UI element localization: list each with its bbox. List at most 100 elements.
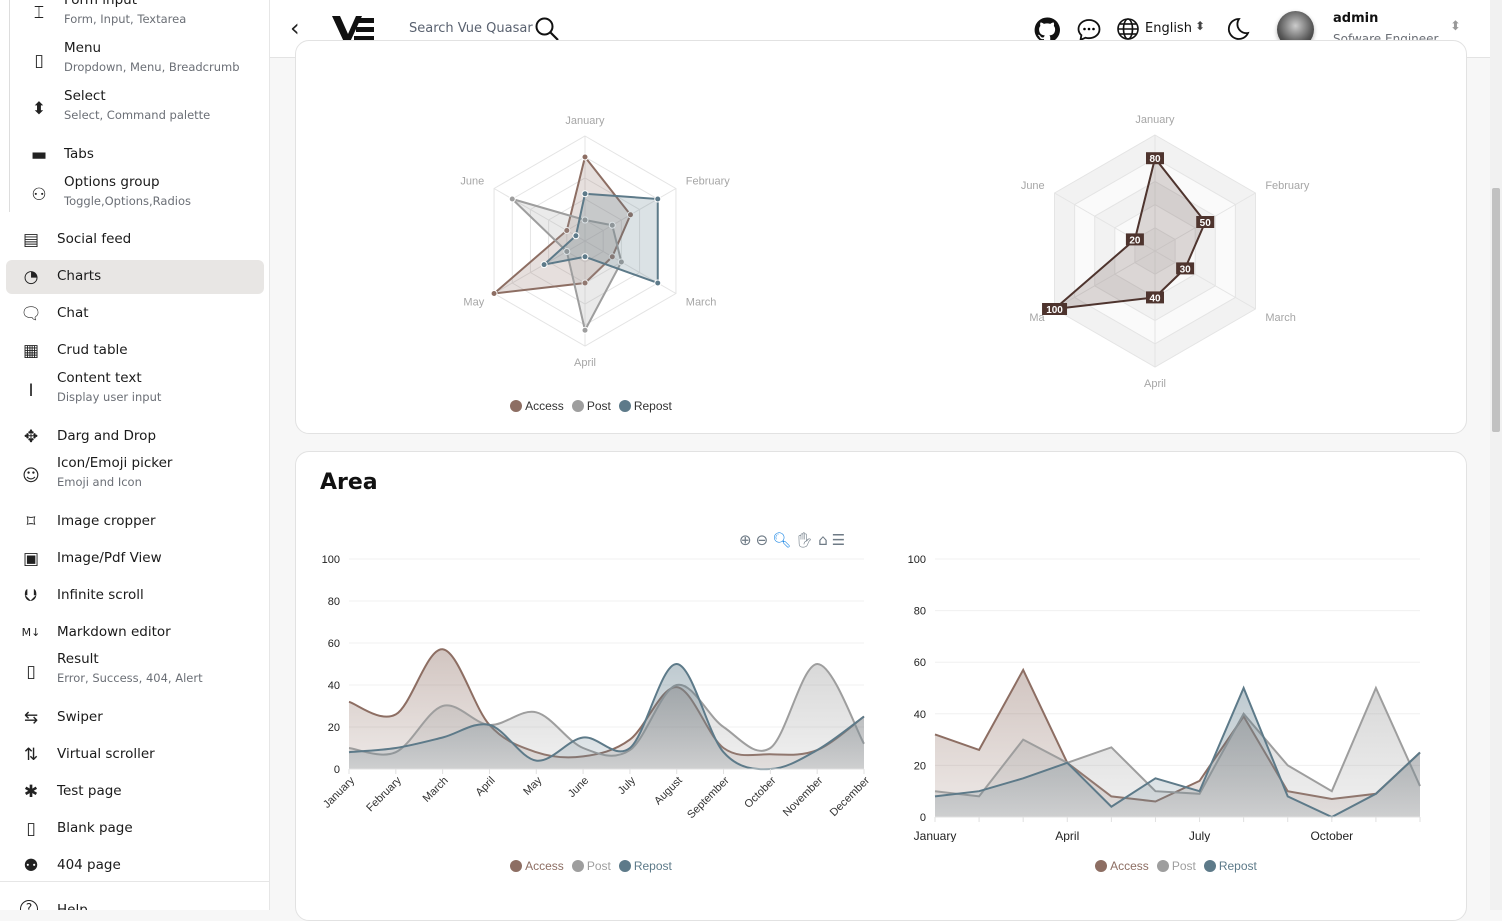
radar-point[interactable] [563, 248, 571, 255]
legend-item-post[interactable]: Post [571, 859, 611, 873]
y-tick-label: 0 [920, 812, 926, 824]
sidebar-item-select[interactable]: ⬍ Select Select, Command palette [0, 88, 269, 122]
legend-item-post[interactable]: Post [571, 399, 611, 413]
legend-marker [571, 860, 584, 872]
radar-point[interactable] [508, 195, 516, 203]
back-icon[interactable]: ‹ [290, 14, 300, 42]
user-menu-chevron-icon[interactable]: ⬍ [1450, 19, 1461, 34]
y-tick-label: 60 [328, 638, 340, 650]
radar-point[interactable] [572, 232, 580, 240]
legend-label: Repost [633, 859, 672, 873]
radar-point[interactable] [608, 253, 616, 261]
markdown-icon: M↓ [21, 626, 41, 639]
radar-point[interactable] [581, 153, 589, 161]
sidebar-item-image-pdf-view[interactable]: ▣ Image/Pdf View [0, 542, 269, 576]
legend-item-access[interactable]: Access [510, 399, 564, 413]
zoom-out-icon[interactable]: ⊖ [755, 531, 773, 549]
sidebar-item-image-cropper[interactable]: ⌑ Image cropper [0, 505, 269, 539]
page-scrollbar[interactable] [1490, 0, 1502, 910]
radar-point[interactable] [626, 211, 634, 219]
blank-page-icon: ▯ [26, 819, 36, 839]
radar-point[interactable] [581, 190, 589, 198]
radar-point[interactable] [654, 279, 662, 287]
radar-point[interactable] [563, 227, 571, 234]
radar-point[interactable] [654, 195, 662, 203]
pan-hand-icon[interactable]: ✋︎ [795, 531, 819, 549]
sidebar-item-tabs[interactable]: ▬ Tabs [0, 138, 269, 172]
data-label-box [1146, 152, 1164, 165]
legend-item-access[interactable]: Access [510, 859, 564, 873]
sidebar-item-virtual-scroller[interactable]: ⇅ Virtual scroller [0, 738, 269, 772]
sidebar-item-label: Content text [57, 370, 142, 386]
radar-point[interactable] [581, 279, 589, 287]
reset-home-icon[interactable]: ⌂ [818, 531, 832, 549]
sidebar-item-chat[interactable]: 🗨︎ Chat [0, 297, 269, 331]
y-tick-label: 20 [914, 760, 926, 772]
chat-bubble-icon[interactable] [1076, 17, 1102, 43]
radar-axis [1154, 250, 1256, 310]
legend-label: Access [525, 399, 564, 413]
search-icon[interactable] [534, 16, 560, 42]
sidebar-item-darg-and-drop[interactable]: ✥ Darg and Drop [0, 420, 269, 454]
radar-point[interactable] [608, 221, 616, 229]
radar-point[interactable] [581, 253, 589, 261]
x-tick-label: April [1055, 829, 1079, 842]
sidebar-item-social-feed[interactable]: ▤ Social feed [0, 223, 269, 257]
data-label-box [1196, 216, 1215, 228]
data-label-box [1042, 303, 1068, 315]
sidebar-item-icon-emoji-picker[interactable]: ☺ Icon/Emoji picker Emoji and Icon [0, 455, 269, 489]
area-line-repost[interactable] [934, 685, 1421, 819]
selection-zoom-icon[interactable]: 🔍︎ [772, 531, 796, 549]
menu-icon[interactable]: ☰ [831, 531, 850, 549]
sidebar-item-help[interactable]: ? Help [0, 894, 269, 910]
language-chevron-icon[interactable]: ⬍ [1195, 19, 1206, 33]
sidebar-item-options-group[interactable]: ⚇ Options group Toggle,Options,Radios [0, 174, 269, 208]
x-tick-label: October [742, 774, 778, 810]
area-chart-smooth: 0 20 40 60 80 100 January February March April May… [321, 554, 872, 821]
sidebar-item-label: Icon/Emoji picker [57, 455, 173, 471]
legend-item-repost[interactable]: Repost [618, 859, 672, 873]
sidebar-item-result[interactable]: ▯ Result Error, Success, 404, Alert [0, 651, 269, 685]
sidebar-item-infinite-scroll[interactable]: ⮋ Infinite scroll [0, 579, 269, 613]
sidebar-item-crud-table[interactable]: ▦ Crud table [0, 334, 269, 368]
sidebar-item-subtitle: Display user input [57, 390, 162, 404]
sidebar-divider [0, 881, 270, 882]
language-select[interactable]: English [1145, 21, 1192, 36]
bug-icon: ✱ [23, 782, 39, 802]
github-icon[interactable] [1034, 17, 1060, 43]
legend-item-repost[interactable]: Repost [1203, 859, 1257, 873]
radar-card: January February March April May June January… [295, 40, 1467, 434]
legend-item-access[interactable]: Access [1095, 859, 1149, 873]
sidebar-item-blank-page[interactable]: ▯ Blank page [0, 812, 269, 846]
radar-point[interactable] [581, 326, 589, 334]
logo[interactable] [332, 16, 376, 42]
data-label: 80 [1149, 154, 1161, 165]
sidebar-item-markdown-editor[interactable]: M↓ Markdown editor [0, 616, 269, 650]
radar-point[interactable] [617, 258, 625, 266]
legend-item-repost[interactable]: Repost [618, 399, 672, 413]
sidebar-item-charts[interactable]: ◔ Charts [6, 260, 264, 294]
crop-icon: ⌑ [26, 512, 36, 532]
sidebar-item-404-page[interactable]: ⚉ 404 page [0, 849, 269, 883]
sidebar-item-test-page[interactable]: ✱ Test page [0, 775, 269, 809]
sidebar-item-swiper[interactable]: ⇆ Swiper [0, 701, 269, 735]
y-tick-label: 80 [328, 596, 340, 608]
sidebar-item-content-text[interactable]: I Content text Display user input [0, 370, 269, 404]
legend-marker [510, 400, 523, 412]
legend-label: Post [586, 399, 611, 413]
sidebar-item-form-input[interactable]: ⌶ Form input Form, Input, Textarea [0, 0, 269, 26]
help-icon: ? [20, 900, 38, 910]
sidebar-item-label: Menu [64, 40, 102, 56]
dark-mode-moon-icon[interactable] [1224, 16, 1250, 42]
zoom-in-icon[interactable]: ⊕ [739, 531, 756, 549]
sidebar-item-subtitle: Error, Success, 404, Alert [57, 671, 203, 685]
legend-item-post[interactable]: Post [1156, 859, 1196, 873]
y-tick-label: 0 [334, 764, 340, 776]
radar-point[interactable] [581, 216, 589, 224]
sidebar-item-menu[interactable]: ▯ Menu Dropdown, Menu, Breadcrumb [0, 40, 269, 74]
globe-icon[interactable] [1116, 17, 1140, 41]
radar-point[interactable] [490, 290, 498, 297]
scrollbar-thumb[interactable] [1492, 188, 1500, 432]
search-input[interactable]: Search Vue Quasar [409, 21, 533, 36]
radar-point[interactable] [540, 261, 548, 269]
